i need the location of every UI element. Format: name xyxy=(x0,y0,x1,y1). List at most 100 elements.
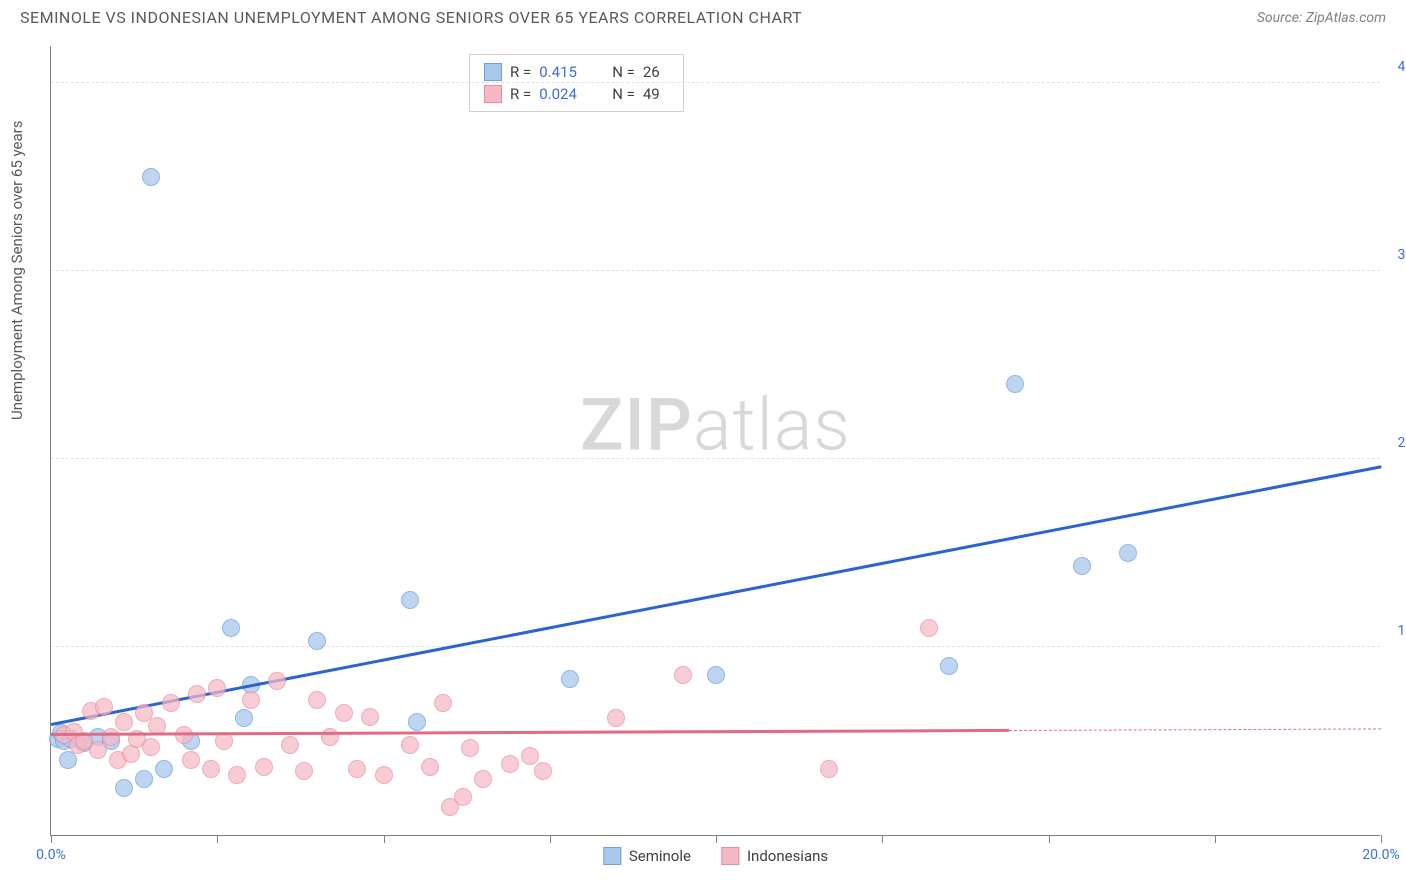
correlation-legend: R = 0.415 N = 26 R = 0.024 N = 49 xyxy=(469,54,684,112)
data-point xyxy=(155,760,173,778)
trend-line xyxy=(1009,729,1381,732)
data-point xyxy=(920,619,938,637)
chart-title: SEMINOLE VS INDONESIAN UNEMPLOYMENT AMON… xyxy=(20,8,802,27)
data-point xyxy=(235,709,253,727)
data-point xyxy=(89,741,107,759)
r-value: 0.415 xyxy=(539,63,594,81)
legend-label: Seminole xyxy=(629,847,691,865)
y-tick-label: 30.0% xyxy=(1397,247,1406,263)
x-tick xyxy=(51,835,52,843)
legend-swatch xyxy=(721,847,739,865)
data-point xyxy=(461,739,479,757)
legend-label: Indonesians xyxy=(747,847,828,865)
data-point xyxy=(674,666,692,684)
r-label: R = xyxy=(510,63,531,81)
n-label: N = xyxy=(612,85,635,103)
plot-area: ZIPatlas R =0.415N =26R =0.024N =49 Semi… xyxy=(50,46,1380,836)
data-point xyxy=(115,779,133,797)
header: SEMINOLE VS INDONESIAN UNEMPLOYMENT AMON… xyxy=(0,0,1406,31)
data-point xyxy=(255,758,273,776)
data-point xyxy=(202,760,220,778)
data-point xyxy=(222,619,240,637)
watermark: ZIPatlas xyxy=(580,382,851,467)
x-tick xyxy=(716,835,717,843)
r-label: R = xyxy=(510,85,531,103)
data-point xyxy=(361,708,379,726)
data-point xyxy=(1073,557,1091,575)
data-point xyxy=(707,666,725,684)
data-point xyxy=(242,691,260,709)
data-point xyxy=(561,670,579,688)
data-point xyxy=(474,770,492,788)
data-point xyxy=(401,591,419,609)
data-point xyxy=(115,713,133,731)
r-value: 0.024 xyxy=(539,85,594,103)
data-point xyxy=(268,672,286,690)
data-point xyxy=(59,751,77,769)
legend-row: R = 0.024 N = 49 xyxy=(484,83,669,105)
data-point xyxy=(940,657,958,675)
chart-container: SEMINOLE VS INDONESIAN UNEMPLOYMENT AMON… xyxy=(0,0,1406,892)
data-point xyxy=(308,691,326,709)
n-value: 26 xyxy=(643,63,669,81)
x-tick xyxy=(550,835,551,843)
data-point xyxy=(162,694,180,712)
n-label: N = xyxy=(612,63,635,81)
x-tick xyxy=(217,835,218,843)
legend-swatch xyxy=(484,85,502,103)
data-point xyxy=(308,632,326,650)
data-point xyxy=(102,728,120,746)
data-point xyxy=(295,762,313,780)
data-point xyxy=(182,751,200,769)
x-tick xyxy=(1215,835,1216,843)
data-point xyxy=(607,709,625,727)
data-point xyxy=(228,766,246,784)
data-point xyxy=(534,762,552,780)
grid-line xyxy=(51,458,1380,459)
n-value: 49 xyxy=(643,85,669,103)
data-point xyxy=(408,713,426,731)
data-point xyxy=(521,747,539,765)
grid-line xyxy=(51,270,1380,271)
y-axis-label: Unemployment Among Seniors over 65 years xyxy=(8,121,26,420)
x-tick-label: 20.0% xyxy=(1362,847,1400,863)
data-point xyxy=(454,788,472,806)
grid-line xyxy=(51,82,1380,83)
x-tick xyxy=(882,835,883,843)
data-point xyxy=(281,736,299,754)
x-tick-label: 0.0% xyxy=(36,847,66,863)
grid-line xyxy=(51,646,1380,647)
data-point xyxy=(1119,544,1137,562)
legend-swatch xyxy=(484,63,502,81)
x-tick xyxy=(1049,835,1050,843)
data-point xyxy=(820,760,838,778)
y-tick-label: 20.0% xyxy=(1397,435,1406,451)
data-point xyxy=(375,766,393,784)
data-point xyxy=(188,685,206,703)
y-tick-label: 40.0% xyxy=(1397,59,1406,75)
data-point xyxy=(1006,375,1024,393)
series-legend: Seminole Indonesians xyxy=(603,847,828,865)
data-point xyxy=(348,760,366,778)
trend-line xyxy=(51,466,1381,726)
x-tick xyxy=(384,835,385,843)
data-point xyxy=(501,755,519,773)
source-label: Source: ZipAtlas.com xyxy=(1257,10,1386,26)
data-point xyxy=(401,736,419,754)
legend-row: R = 0.415 N = 26 xyxy=(484,61,669,83)
data-point xyxy=(142,168,160,186)
legend-swatch xyxy=(603,847,621,865)
data-point xyxy=(95,698,113,716)
trend-line xyxy=(51,729,1009,736)
data-point xyxy=(335,704,353,722)
data-point xyxy=(434,694,452,712)
data-point xyxy=(142,738,160,756)
legend-item: Indonesians xyxy=(721,847,828,865)
data-point xyxy=(421,758,439,776)
data-point xyxy=(208,679,226,697)
y-tick-label: 10.0% xyxy=(1397,623,1406,639)
data-point xyxy=(135,770,153,788)
x-tick xyxy=(1381,835,1382,843)
data-point xyxy=(175,726,193,744)
legend-item: Seminole xyxy=(603,847,691,865)
